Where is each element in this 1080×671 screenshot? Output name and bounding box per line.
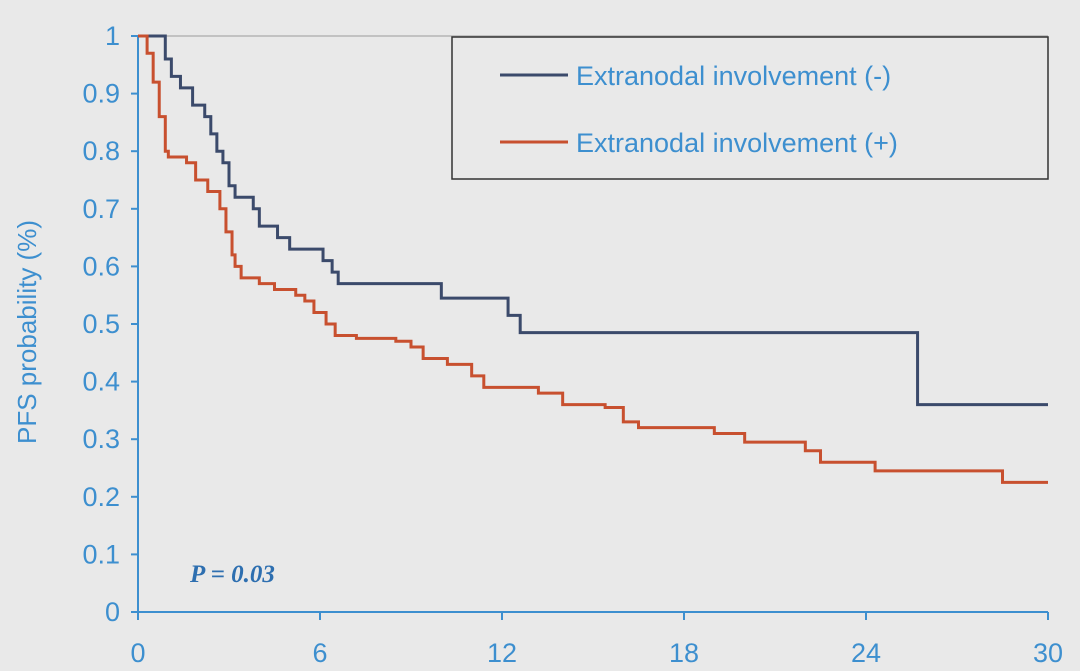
x-tick-label: 24 — [851, 638, 881, 668]
y-tick-label: 0.4 — [82, 367, 120, 397]
legend: Extranodal involvement (-) Extranodal inv… — [451, 36, 1049, 180]
y-tick-label: 0.5 — [82, 309, 120, 339]
legend-entry-label: Extranodal involvement (-) — [576, 61, 891, 91]
y-tick-label: 0.3 — [82, 424, 120, 454]
x-tick-label: 12 — [487, 638, 517, 668]
series-line-extranodal-negative — [138, 34, 1048, 407]
x-tick-label: 30 — [1033, 638, 1063, 668]
legend-box — [451, 36, 1049, 180]
y-axis-ticks: 0 0.1 0.2 0.3 0.4 0.5 0.6 0.7 0.8 0.9 1 — [82, 21, 138, 627]
y-axis-label: PFS probability (%) — [12, 220, 42, 444]
series-line-extranodal-positive — [138, 34, 1048, 484]
y-tick-label: 0.7 — [82, 194, 120, 224]
series-lines — [138, 34, 1048, 484]
legend-entry-label: Extranodal involvement (+) — [576, 128, 898, 158]
y-tick-label: 0.8 — [82, 136, 120, 166]
y-tick-label: 0.9 — [82, 79, 120, 109]
y-tick-label: 0 — [105, 597, 120, 627]
y-tick-label: 0.6 — [82, 251, 120, 281]
y-tick-label: 1 — [105, 21, 120, 51]
y-tick-label: 0.1 — [82, 539, 120, 569]
x-tick-label: 18 — [669, 638, 699, 668]
p-value-annotation: P = 0.03 — [189, 561, 275, 588]
x-tick-label: 0 — [130, 638, 145, 668]
x-tick-label: 6 — [312, 638, 327, 668]
y-tick-label: 0.2 — [82, 482, 120, 512]
x-axis-ticks: 0 6 12 18 24 30 — [130, 612, 1063, 668]
